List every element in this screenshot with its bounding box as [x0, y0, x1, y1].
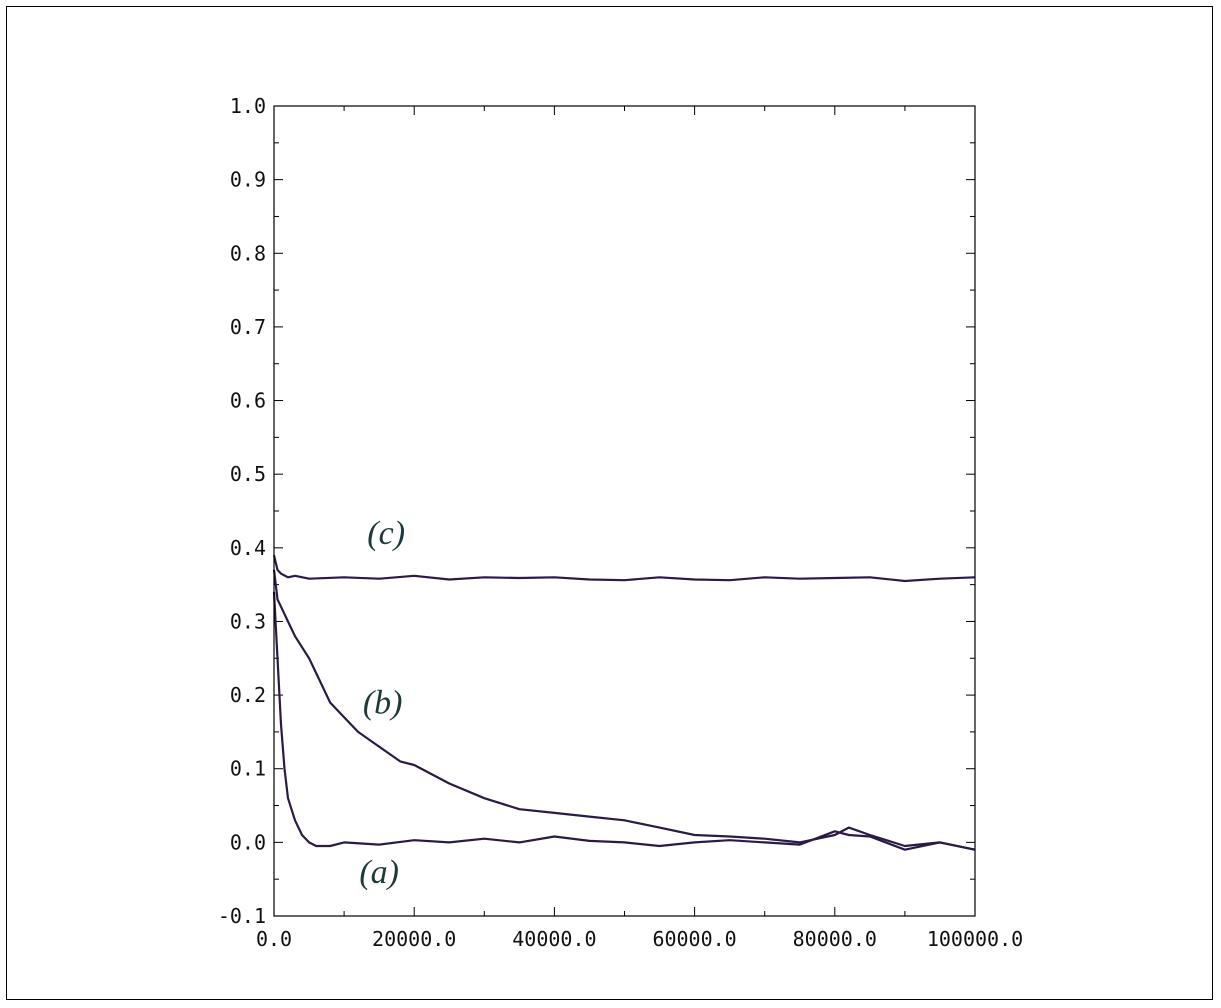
x-tick-label: 40000.0: [512, 927, 596, 951]
y-tick-label: 0.1: [230, 757, 266, 781]
y-tick-label: 0.4: [230, 536, 266, 560]
y-tick-label: 0.5: [230, 462, 266, 486]
series-labels: (a) (b) (c): [359, 515, 405, 891]
x-tick-label: 80000.0: [793, 927, 877, 951]
y-tick-label: 0.2: [230, 683, 266, 707]
series-label-c: (c): [367, 515, 405, 552]
tick-labels: -0.10.00.10.20.30.40.50.60.70.80.91.00.0…: [218, 94, 1023, 951]
y-tick-label: 0.8: [230, 241, 266, 265]
y-tick-label: 0.3: [230, 609, 266, 633]
series-line-b: [272, 569, 976, 851]
x-tick-label: 0.0: [256, 927, 292, 951]
series-lines: [272, 554, 976, 851]
x-tick-label: 60000.0: [652, 927, 736, 951]
axis-ticks: [273, 105, 976, 917]
x-tick-label: 100000.0: [927, 927, 1023, 951]
series-label-a: (a): [359, 854, 399, 891]
series-line-c: [272, 554, 976, 583]
y-tick-label: 0.7: [230, 315, 266, 339]
series-label-b: (b): [363, 685, 403, 722]
y-tick-label: 0.6: [230, 389, 266, 413]
y-tick-label: -0.1: [218, 904, 266, 928]
y-tick-label: 0.0: [230, 830, 266, 854]
y-tick-label: 0.9: [230, 168, 266, 192]
y-tick-label: 1.0: [230, 94, 266, 118]
plot-frame: [273, 105, 976, 917]
figure-frame: [6, 6, 1213, 1000]
x-tick-label: 20000.0: [372, 927, 456, 951]
series-line-a: [272, 591, 976, 851]
